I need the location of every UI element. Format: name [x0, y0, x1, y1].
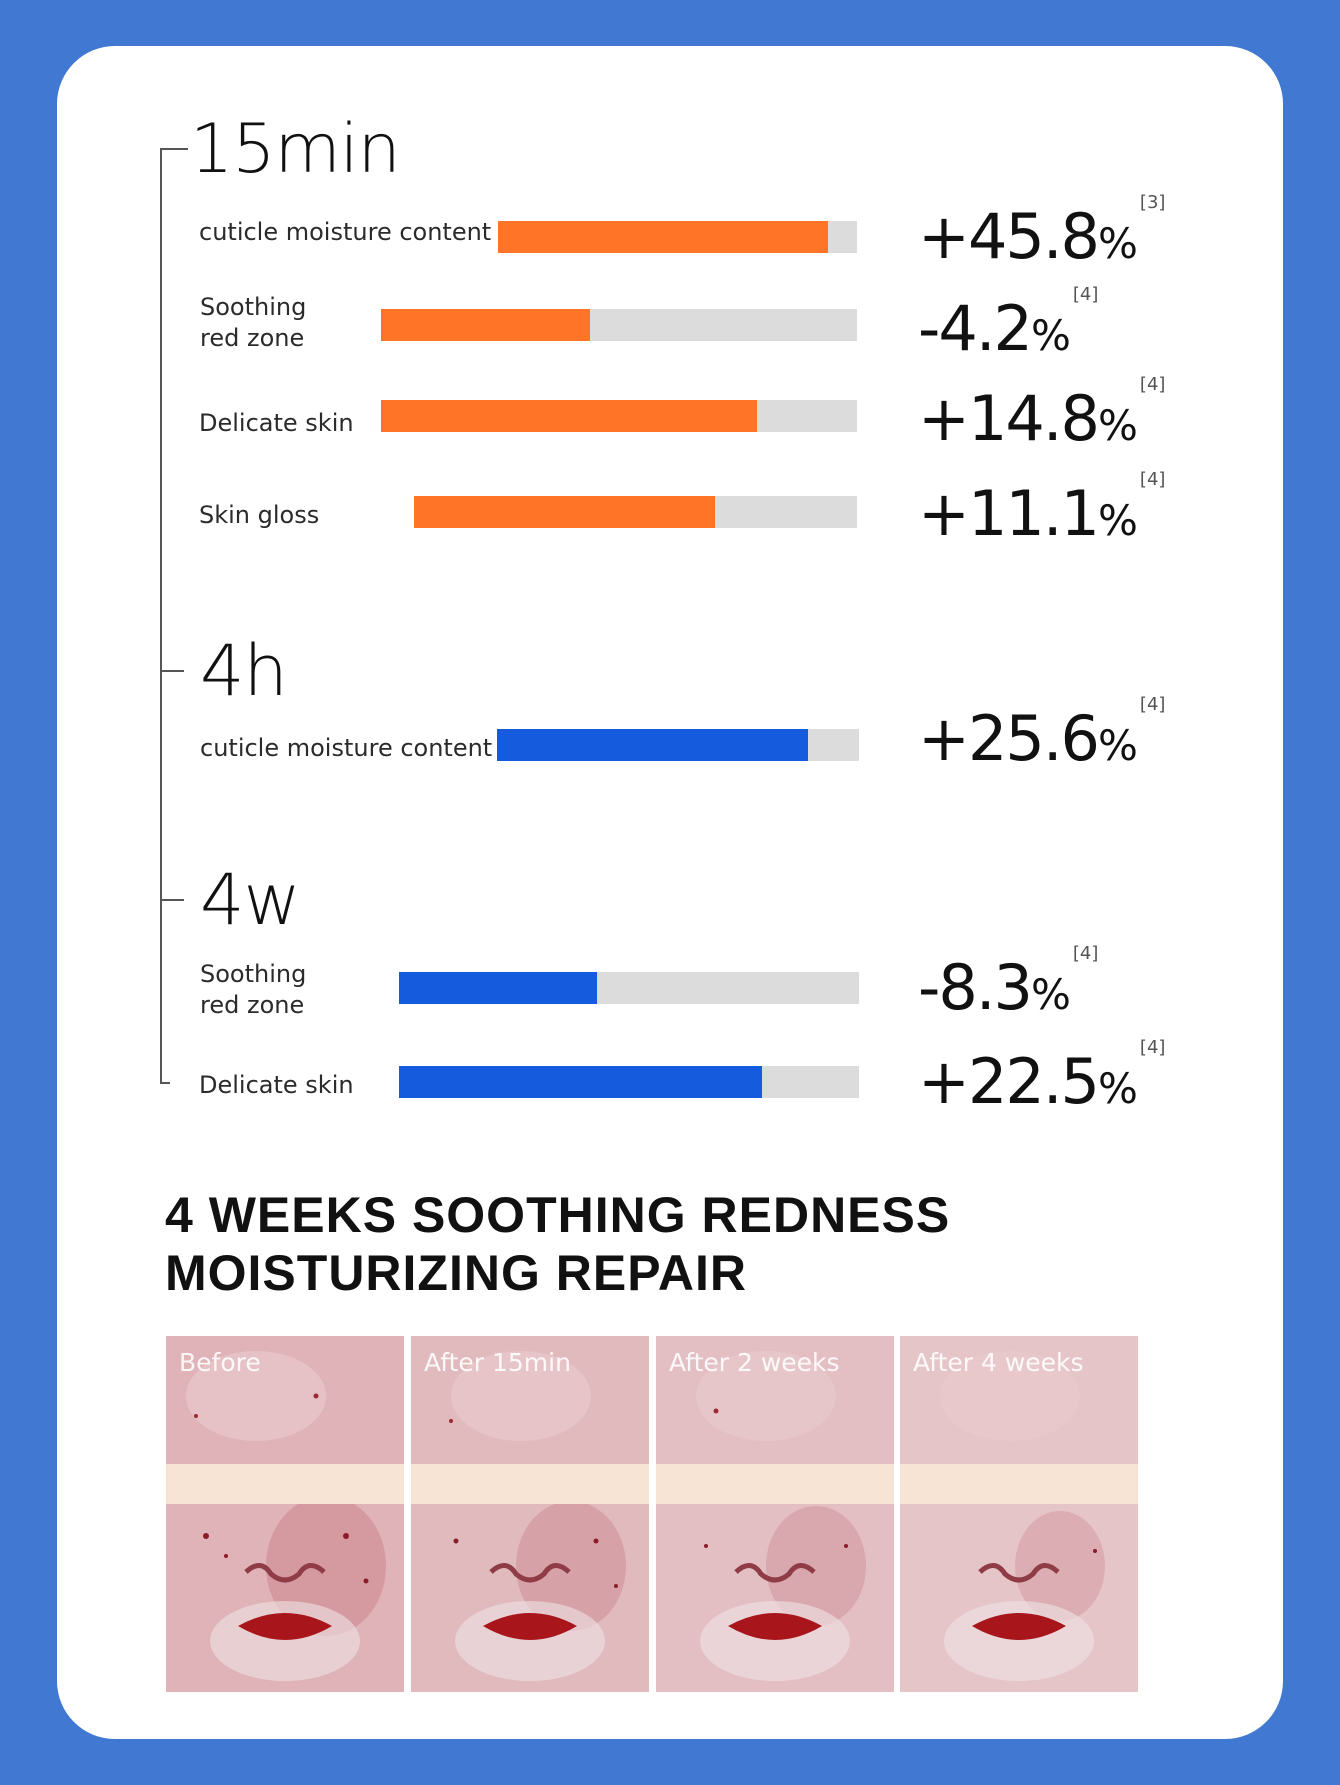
- photo-label: Before: [179, 1348, 261, 1377]
- bar-fill-delicate-4w: [399, 1066, 763, 1098]
- time-heading-4w: 4w: [200, 859, 301, 941]
- bar-track-redzone-15min: [381, 309, 857, 341]
- reference-marker: [4]: [1072, 284, 1099, 305]
- value-number: +11.1: [918, 477, 1100, 550]
- value-number: +22.5: [918, 1045, 1100, 1118]
- value-number: +45.8: [918, 200, 1100, 273]
- value-unit: %: [1030, 311, 1071, 360]
- bar-fill-redzone-4w: [399, 972, 597, 1004]
- timeline-bracket: [160, 148, 162, 1083]
- bar-track-delicate-15min: [381, 400, 857, 432]
- row-label-moisture-15min: cuticle moisture content: [199, 218, 492, 246]
- value-number: -8.3: [918, 951, 1033, 1024]
- time-heading-4h: 4h: [200, 630, 288, 712]
- time-heading-15min: 15min: [190, 110, 401, 189]
- face-image: [656, 1336, 894, 1692]
- row-label-line1: Soothing: [200, 293, 307, 321]
- bar-track-delicate-4w: [399, 1066, 859, 1098]
- row-label-delicate-15min: Delicate skin: [199, 409, 354, 437]
- bar-fill-redzone-15min: [381, 309, 591, 341]
- row-label-gloss-15min: Skin gloss: [199, 501, 320, 529]
- value-unit: %: [1098, 401, 1138, 450]
- section-title: 4 WEEKS SOOTHING REDNESS MOISTURIZING RE…: [165, 1186, 950, 1302]
- bar-track-moisture-4h: [497, 729, 859, 761]
- timeline-tick-end: [160, 1082, 170, 1084]
- bar-track-gloss-15min: [414, 496, 857, 528]
- value-unit: %: [1098, 219, 1138, 268]
- face-image: [411, 1336, 649, 1692]
- value-moisture-4h: +25.6%[4]: [918, 696, 1165, 770]
- title-line-1: 4 WEEKS SOOTHING REDNESS: [165, 1187, 951, 1243]
- face-photo-before: Before: [166, 1336, 404, 1692]
- value-redzone-4w: -8.3%[4]: [918, 945, 1098, 1019]
- bar-track-moisture-15min: [498, 221, 857, 253]
- photo-label: After 4 weeks: [913, 1348, 1084, 1377]
- row-label-delicate-4w: Delicate skin: [199, 1071, 354, 1099]
- bar-fill-gloss-15min: [414, 496, 716, 528]
- reference-marker: [4]: [1139, 469, 1166, 490]
- face-image: [166, 1336, 404, 1692]
- row-label-line1: Soothing: [200, 960, 307, 988]
- reference-marker: [4]: [1139, 1037, 1166, 1058]
- row-label-redzone-15min: Soothing red zone: [200, 292, 306, 354]
- bar-fill-moisture-15min: [498, 221, 829, 253]
- value-number: -4.2: [918, 292, 1033, 365]
- value-unit: %: [1098, 496, 1138, 545]
- value-gloss-15min: +11.1%[4]: [918, 471, 1165, 545]
- reference-marker: [4]: [1139, 694, 1166, 715]
- value-delicate-4w: +22.5%[4]: [918, 1039, 1165, 1113]
- bar-track-redzone-4w: [399, 972, 859, 1004]
- row-label-redzone-4w: Soothing red zone: [200, 959, 306, 1021]
- reference-marker: [4]: [1139, 374, 1166, 395]
- timeline-tick-15min: [160, 148, 188, 150]
- photo-label: After 15min: [424, 1348, 571, 1377]
- face-image: [900, 1336, 1138, 1692]
- reference-marker: [3]: [1139, 192, 1166, 213]
- value-number: +14.8: [918, 382, 1100, 455]
- value-unit: %: [1098, 1064, 1138, 1113]
- row-label-line2: red zone: [200, 991, 305, 1019]
- row-label-line2: red zone: [200, 324, 305, 352]
- face-photo-after-15min: After 15min: [411, 1336, 649, 1692]
- value-moisture-15min: +45.8%[3]: [918, 194, 1165, 268]
- bar-fill-moisture-4h: [497, 729, 809, 761]
- timeline-tick-4h: [160, 670, 184, 672]
- value-unit: %: [1030, 970, 1071, 1019]
- face-photo-after-2-weeks: After 2 weeks: [656, 1336, 894, 1692]
- title-line-2: MOISTURIZING REPAIR: [165, 1245, 747, 1301]
- bar-fill-delicate-15min: [381, 400, 758, 432]
- value-number: +25.6: [918, 702, 1100, 775]
- timeline-tick-4w: [160, 899, 184, 901]
- photo-label: After 2 weeks: [669, 1348, 840, 1377]
- reference-marker: [4]: [1072, 943, 1099, 964]
- row-label-moisture-4h: cuticle moisture content: [200, 734, 493, 762]
- value-unit: %: [1098, 721, 1138, 770]
- face-photo-after-4-weeks: After 4 weeks: [900, 1336, 1138, 1692]
- value-redzone-15min: -4.2%[4]: [918, 286, 1098, 360]
- value-delicate-15min: +14.8%[4]: [918, 376, 1165, 450]
